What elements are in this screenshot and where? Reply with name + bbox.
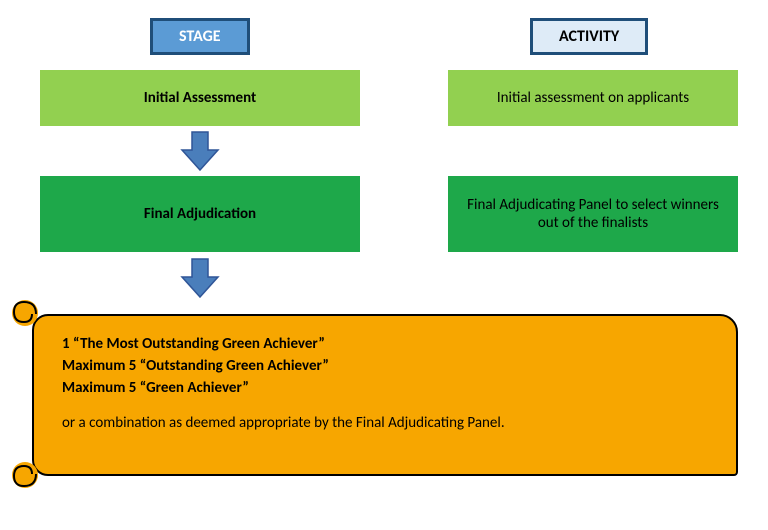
result-line-3-bold: “Green Achiever” (140, 379, 249, 397)
result-line-1-bold: The Most Outstanding Green Achiever (80, 335, 318, 353)
result-scroll-body: 1 “The Most Outstanding Green Achiever” … (32, 314, 738, 476)
scroll-curl-icon (12, 300, 38, 326)
result-line-2-bold: “Outstanding Green Achiever” (140, 357, 329, 375)
arrow-down-icon (180, 257, 220, 299)
stage-box-initial: Initial Assessment (40, 70, 360, 126)
stage-box-final: Final Adjudication (40, 176, 360, 252)
result-line-2-prefix: Maximum 5 (62, 357, 140, 375)
header-activity: ACTIVITY (530, 18, 648, 55)
header-stage: STAGE (150, 18, 250, 55)
result-line-1-suffix: ” (318, 335, 325, 353)
result-line-4: or a combination as deemed appropriate b… (62, 413, 708, 435)
arrow-down-icon (180, 130, 220, 172)
result-line-2: Maximum 5 “Outstanding Green Achiever” (62, 356, 708, 378)
result-line-3: Maximum 5 “Green Achiever” (62, 378, 708, 400)
result-scroll: 1 “The Most Outstanding Green Achiever” … (18, 310, 738, 480)
activity-box-final: Final Adjudicating Panel to select winne… (448, 176, 738, 252)
scroll-curl-icon (12, 462, 38, 488)
spacer (62, 399, 708, 413)
result-line-3-prefix: Maximum 5 (62, 379, 140, 397)
result-line-1: 1 “The Most Outstanding Green Achiever” (62, 334, 708, 356)
result-line-1-prefix: 1 “ (62, 335, 80, 353)
activity-box-initial: Initial assessment on applicants (448, 70, 738, 126)
